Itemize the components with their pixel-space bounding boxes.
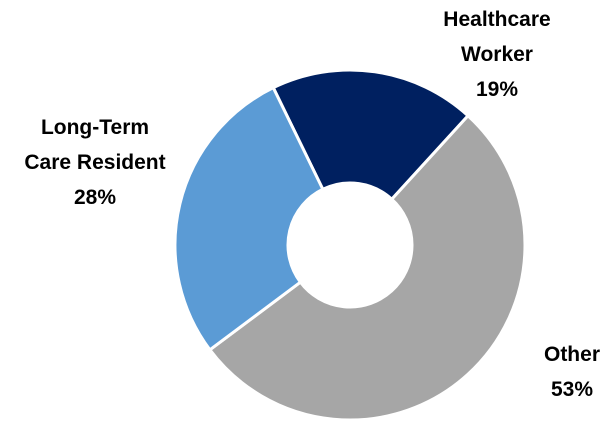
- value-label: 53%: [550, 378, 594, 401]
- slice-label: Other 53%: [472, 337, 612, 407]
- slice-label: Long-Term Care Resident 28%: [0, 110, 195, 215]
- value-label: 28%: [73, 186, 117, 209]
- value-label: 19%: [475, 78, 519, 101]
- category-label: Long-Term Care Resident: [24, 116, 166, 174]
- slice-label: Healthcare Worker 19%: [397, 2, 597, 107]
- category-label: Other: [543, 343, 600, 366]
- category-label: Healthcare Worker: [443, 8, 551, 66]
- donut-slice: [173, 85, 325, 352]
- donut-slice: [207, 113, 527, 422]
